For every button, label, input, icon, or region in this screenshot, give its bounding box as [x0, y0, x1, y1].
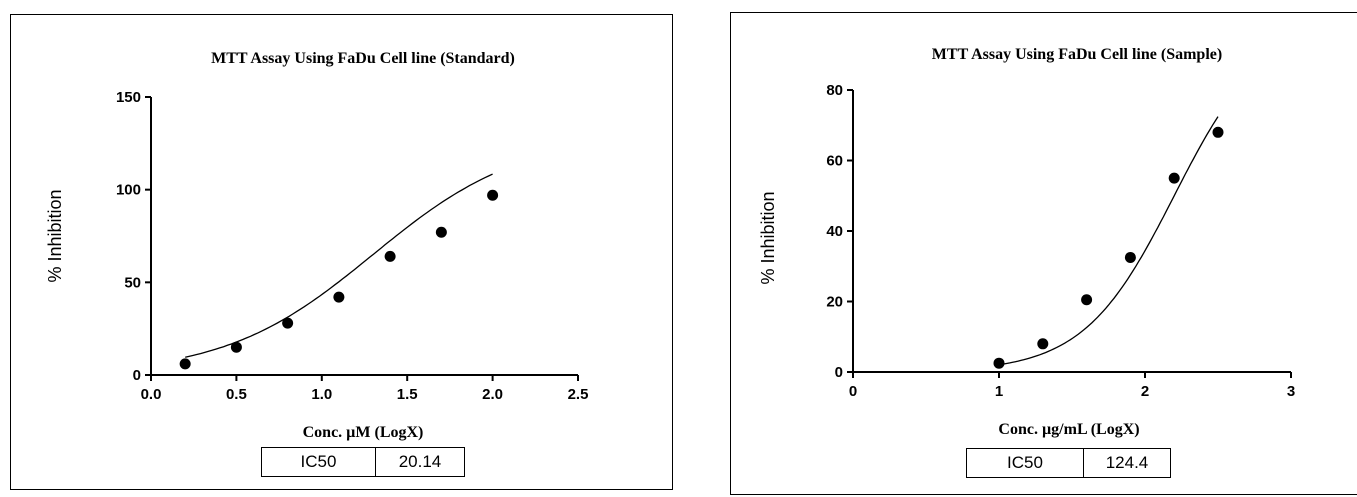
fit-curve: [998, 116, 1219, 366]
y-tick-label: 40: [826, 223, 843, 240]
x-tick-label: 3: [1287, 383, 1295, 400]
x-tick-label: 2.0: [482, 386, 503, 403]
data-point: [1212, 126, 1224, 138]
data-point: [993, 357, 1005, 369]
data-point: [384, 250, 396, 262]
data-point: [1124, 251, 1136, 263]
x-tick-label: 0.5: [226, 386, 247, 403]
x-axis-label: Conc. µM (LogX): [303, 424, 424, 441]
fit-curve: [185, 173, 493, 358]
y-tick-label: 0: [835, 364, 843, 381]
x-axis-label: Conc. µg/mL (LogX): [998, 421, 1139, 438]
axes: [852, 90, 1291, 373]
y-tick-label: 50: [124, 274, 141, 291]
data-point: [435, 226, 447, 238]
data-points: [993, 126, 1224, 369]
x-tick-label: 1.0: [311, 386, 332, 403]
chart-sample: MTT Assay Using FaDu Cell line (Sample) …: [758, 46, 1295, 438]
ticks: 0 1 2 3 0 20 40 60 80: [826, 82, 1295, 400]
x-tick-label: 2.5: [568, 386, 589, 403]
y-tick-label: 20: [826, 294, 843, 311]
y-tick-label: 150: [116, 89, 141, 106]
ic50-table: IC50 124.4: [966, 448, 1171, 478]
y-tick-label: 60: [826, 153, 843, 170]
data-point: [333, 291, 345, 303]
data-point: [1037, 338, 1049, 350]
y-axis-label: % Inhibition: [758, 191, 778, 284]
ic50-value: 20.14: [398, 452, 442, 471]
ic50-table: IC50 20.14: [261, 447, 465, 477]
x-tick-label: 2: [1141, 383, 1149, 400]
chart-title: MTT Assay Using FaDu Cell line (Standard…: [211, 50, 515, 67]
y-tick-label: 100: [116, 182, 141, 199]
ic50-label: IC50: [262, 448, 376, 476]
data-point: [1081, 294, 1093, 306]
y-tick-label: 0: [133, 367, 141, 384]
x-tick-label: 1: [995, 383, 1003, 400]
chart-title: MTT Assay Using FaDu Cell line (Sample): [932, 46, 1222, 63]
ticks: 0.0 0.5 1.0 1.5 2.0 2.5 0 50 100 150: [116, 89, 588, 403]
ic50-label: IC50: [967, 449, 1084, 477]
ic50-value: 124.4: [1105, 453, 1149, 472]
data-point: [282, 317, 294, 329]
data-point: [230, 341, 242, 353]
y-tick-label: 80: [826, 82, 843, 99]
chart-panel-sample: MTT Assay Using FaDu Cell line (Sample) …: [730, 12, 1357, 495]
data-point: [179, 358, 191, 370]
x-tick-label: 1.5: [397, 386, 418, 403]
axes: [150, 97, 578, 376]
data-points: [179, 189, 499, 370]
x-tick-label: 0.0: [141, 386, 162, 403]
x-tick-label: 0: [849, 383, 857, 400]
data-point: [487, 189, 499, 201]
chart-panel-standard: MTT Assay Using FaDu Cell line (Standard…: [10, 14, 673, 490]
y-axis-label: % Inhibition: [45, 189, 65, 282]
data-point: [1168, 172, 1180, 184]
chart-standard: MTT Assay Using FaDu Cell line (Standard…: [45, 50, 588, 441]
